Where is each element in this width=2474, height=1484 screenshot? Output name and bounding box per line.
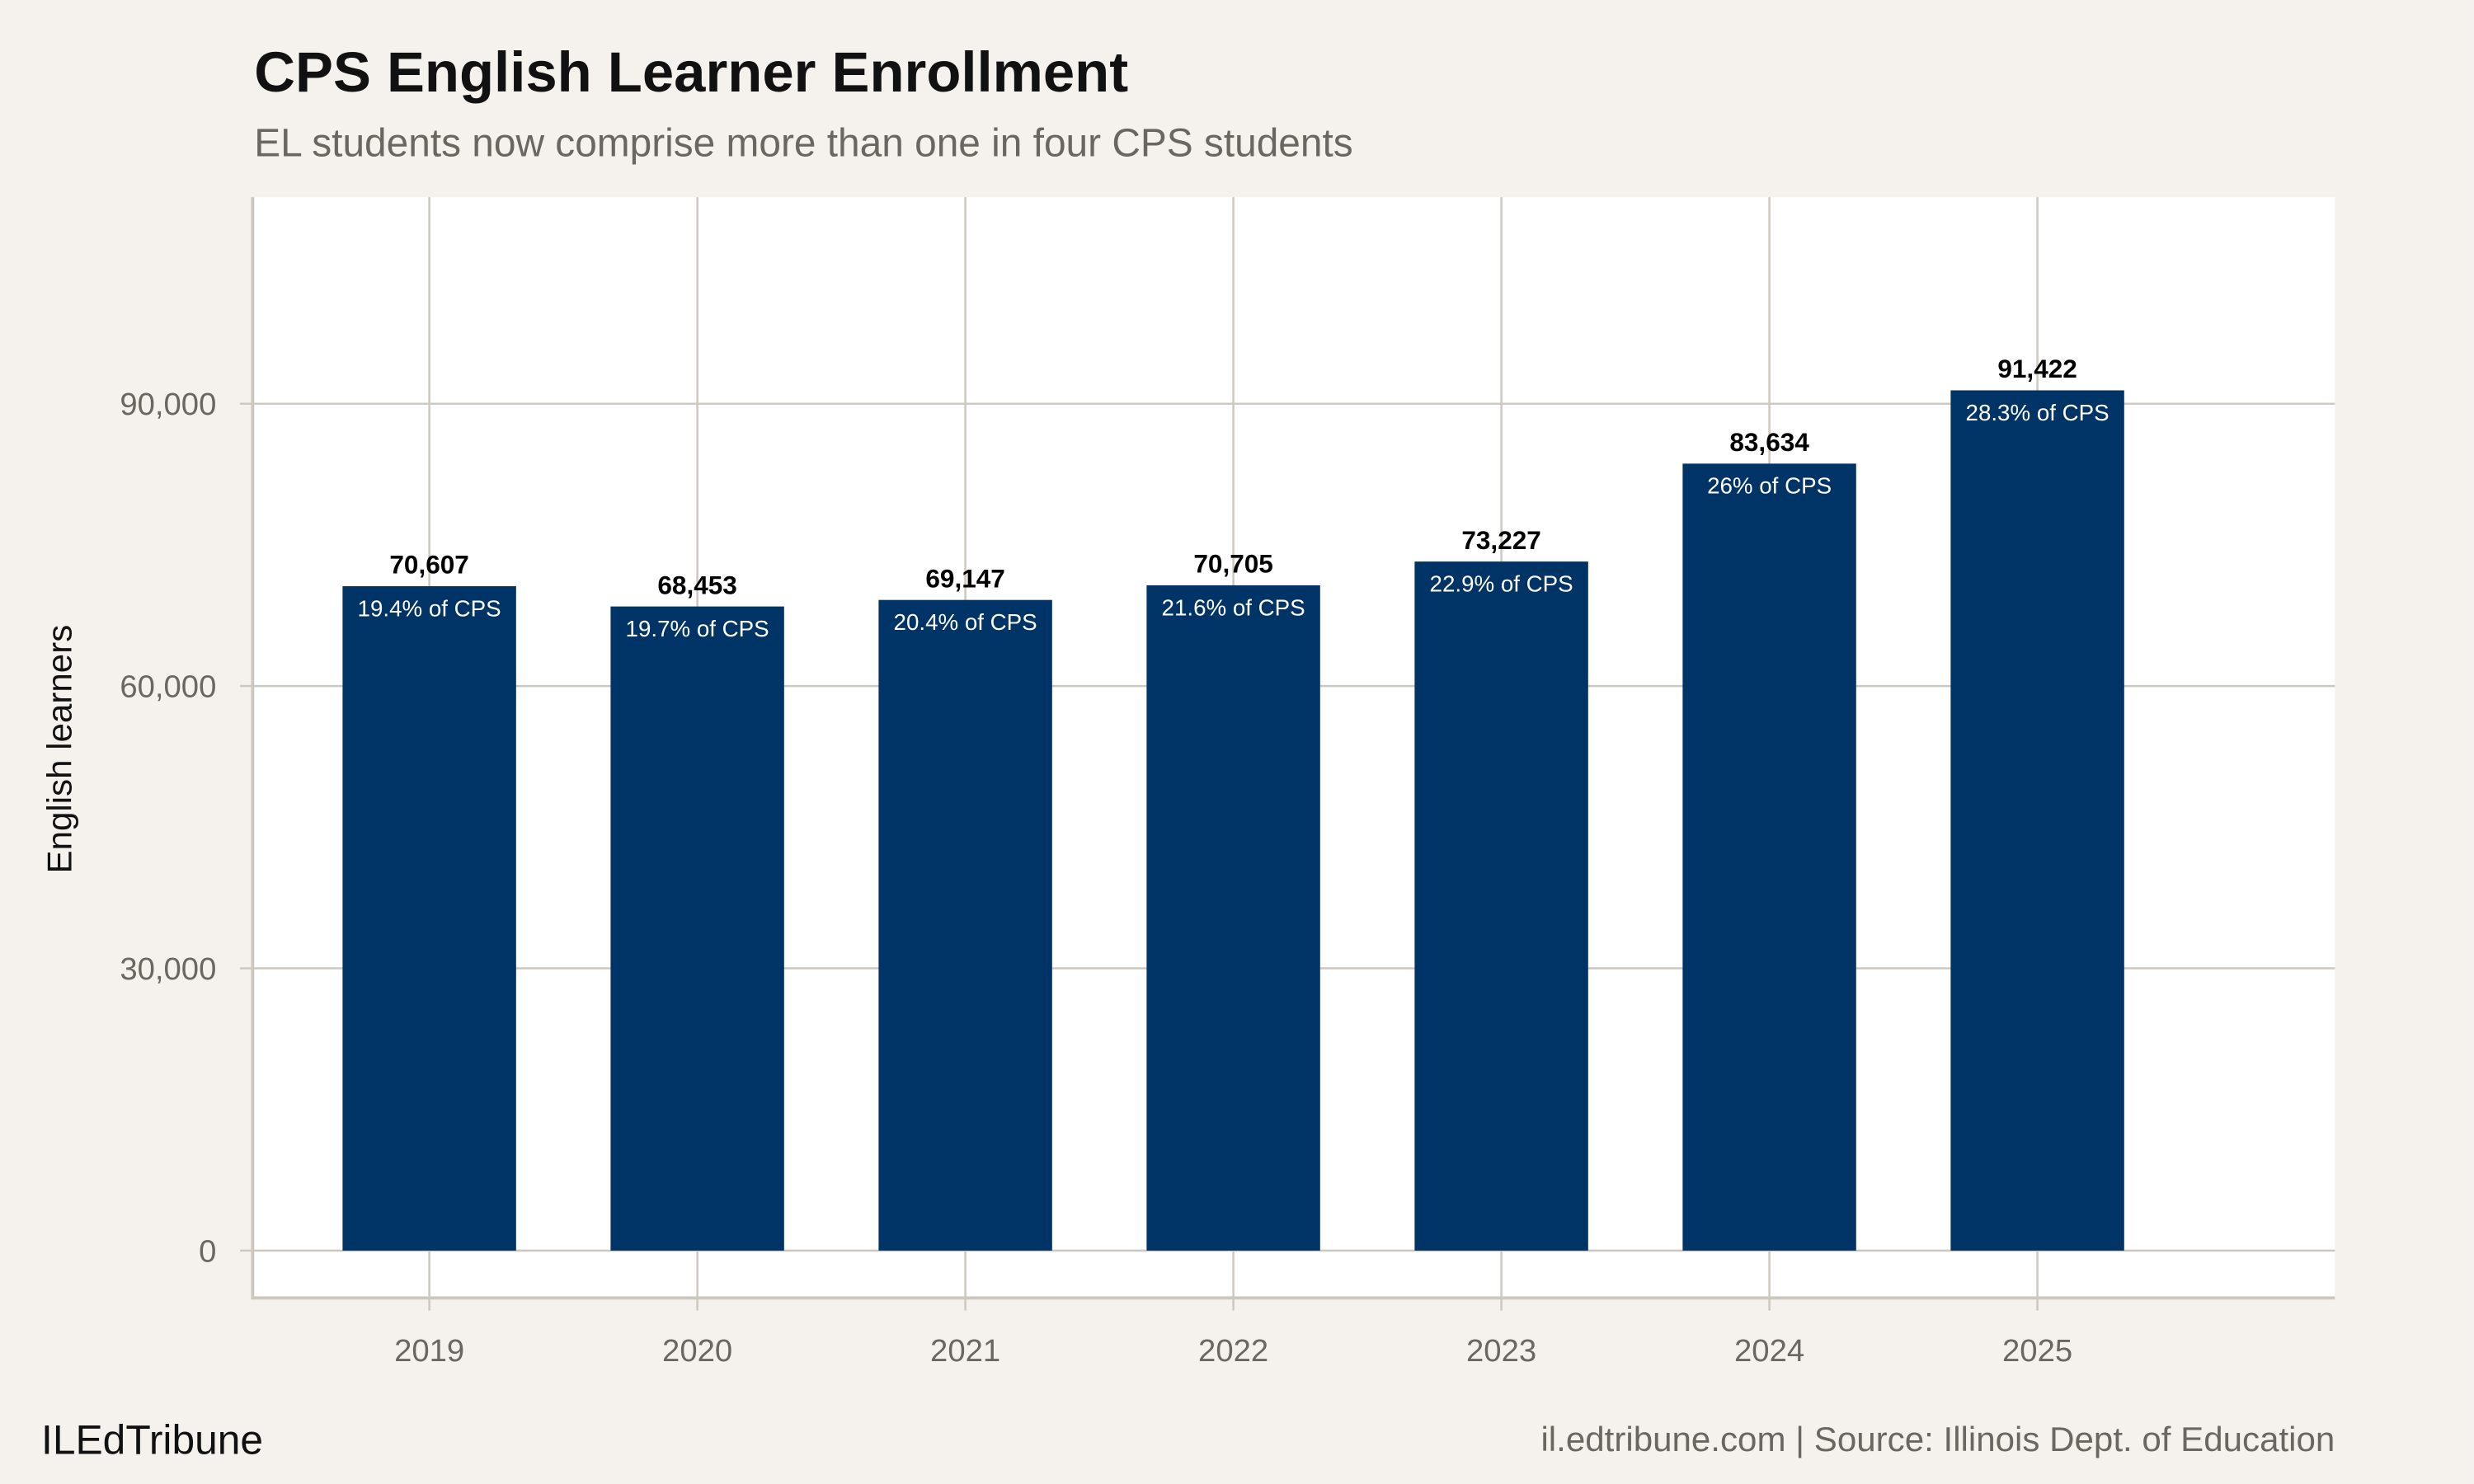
y-tick-label: 30,000 <box>120 951 216 987</box>
share-label: 26% of CPS <box>1707 473 1832 499</box>
x-tick-label: 2020 <box>662 1333 732 1369</box>
x-tick-label: 2025 <box>2002 1333 2072 1369</box>
x-tick-label: 2023 <box>1466 1333 1536 1369</box>
chart-title: CPS English Learner Enrollment <box>254 40 1128 104</box>
x-tick-label: 2022 <box>1198 1333 1268 1369</box>
value-label: 70,705 <box>1193 549 1273 579</box>
share-label: 20.4% of CPS <box>894 609 1037 635</box>
x-axis-ticks: 2019 2020 2021 2022 2023 2024 2025 <box>394 1298 2072 1369</box>
bar-2022 <box>1146 585 1320 1251</box>
x-tick-label: 2019 <box>394 1333 464 1369</box>
y-tick-label: 0 <box>199 1233 216 1269</box>
bar-2020 <box>610 606 784 1251</box>
y-tick-label: 90,000 <box>120 387 216 422</box>
footer-source: il.edtribune.com | Source: Illinois Dept… <box>1540 1420 2335 1458</box>
value-label: 70,607 <box>389 550 469 580</box>
x-tick-label: 2024 <box>1734 1333 1804 1369</box>
share-label: 19.7% of CPS <box>626 616 769 641</box>
y-tick-label: 60,000 <box>120 669 216 704</box>
value-label: 91,422 <box>1997 354 2077 383</box>
x-tick-label: 2021 <box>930 1333 1000 1369</box>
bar-2021 <box>878 599 1052 1251</box>
y-axis-title: English learners <box>40 625 78 874</box>
share-label: 28.3% of CPS <box>1966 400 2109 425</box>
share-label: 22.9% of CPS <box>1430 571 1573 596</box>
bar-2025 <box>1950 390 2124 1251</box>
bar-2024 <box>1682 463 1856 1251</box>
y-axis-ticks: 0 30,000 60,000 90,000 <box>120 387 253 1269</box>
bar-2023 <box>1414 561 1588 1251</box>
bar-2019 <box>342 586 516 1251</box>
data-labels: 70,607 19.4% of CPS 68,453 19.7% of CPS 69,1… <box>358 354 2109 641</box>
chart-subtitle: EL students now comprise more than one i… <box>254 121 1352 165</box>
share-label: 19.4% of CPS <box>358 595 501 621</box>
value-label: 83,634 <box>1729 427 1809 457</box>
footer-brand: ILEdTribune <box>41 1417 263 1463</box>
value-label: 73,227 <box>1461 525 1541 555</box>
value-label: 68,453 <box>657 570 737 599</box>
value-label: 69,147 <box>925 563 1005 593</box>
bars <box>342 390 2124 1251</box>
share-label: 21.6% of CPS <box>1162 594 1305 620</box>
